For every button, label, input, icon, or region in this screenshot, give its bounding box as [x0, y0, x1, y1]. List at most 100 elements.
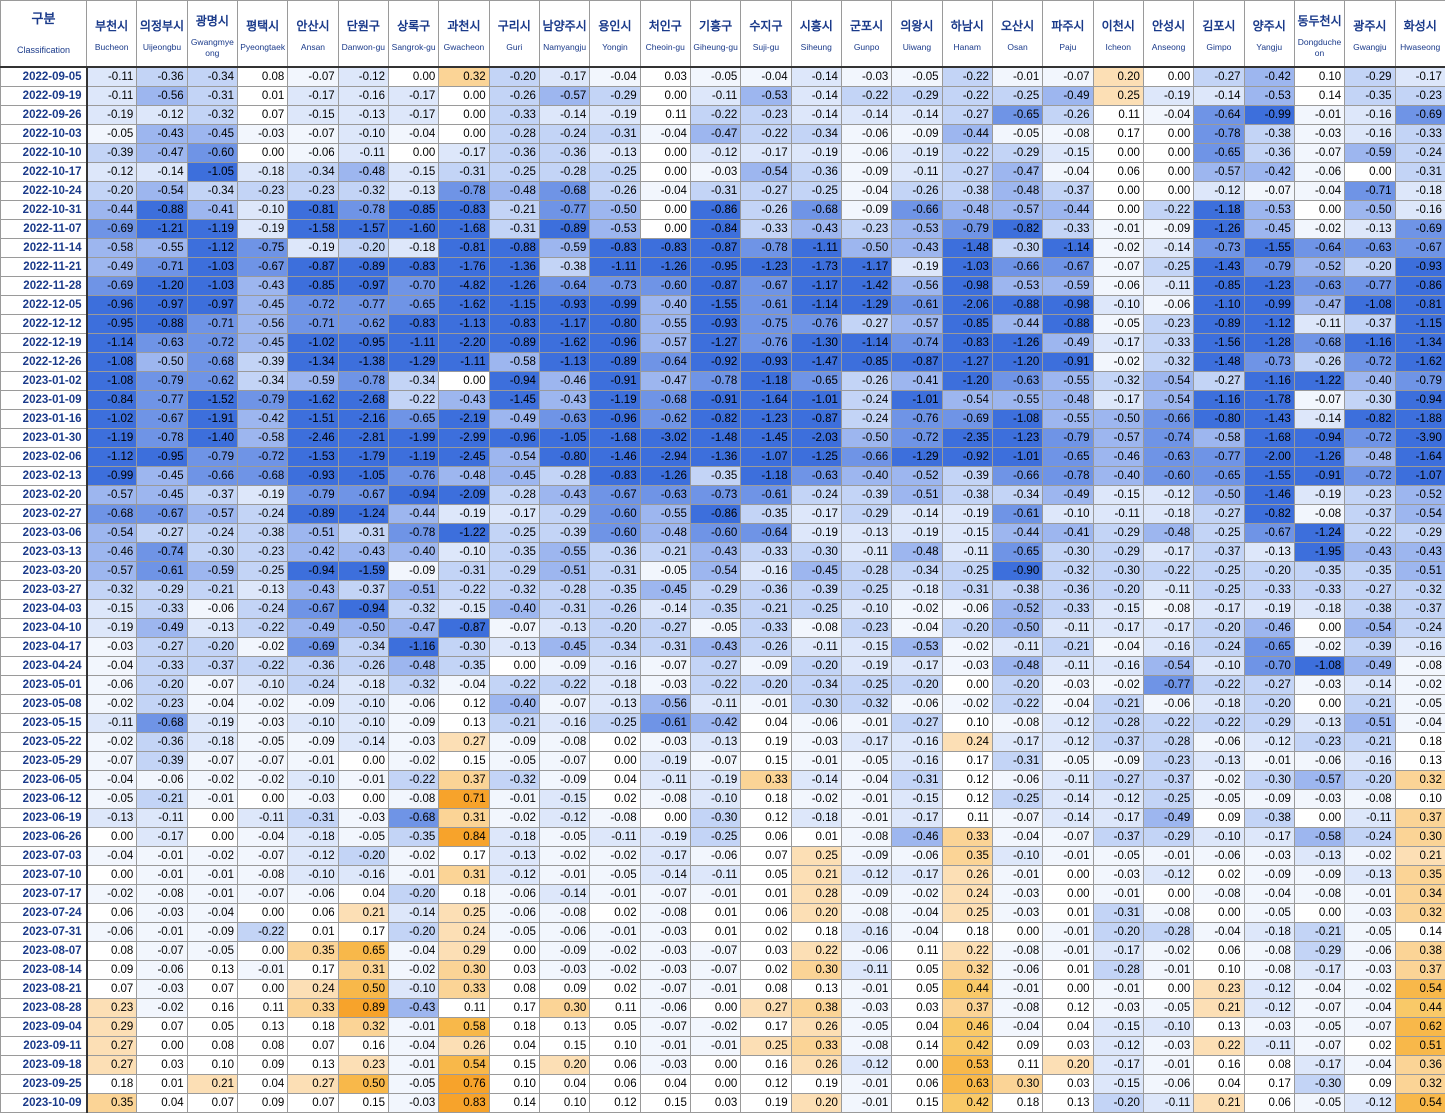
heatmap-cell: -0.83 [387, 257, 440, 277]
heatmap-cell: -0.74 [1142, 428, 1195, 448]
heatmap-cell: -0.01 [1092, 219, 1144, 239]
heatmap-cell: -0.28 [538, 162, 591, 182]
heatmap-cell: -0.07 [236, 884, 289, 904]
heatmap-cell: -0.36 [740, 580, 792, 600]
heatmap-cell: -0.38 [991, 580, 1044, 600]
heatmap-cell: -0.39 [85, 143, 138, 163]
heatmap-cell: -0.58 [85, 238, 138, 258]
heatmap-cell: -0.47 [689, 124, 742, 144]
heatmap-cell: -1.52 [186, 390, 238, 410]
heatmap-cell: -2.46 [287, 428, 339, 448]
heatmap-cell: 0.00 [1042, 884, 1094, 904]
heatmap-cell: -0.29 [1394, 523, 1445, 543]
heatmap-cell: -0.61 [639, 713, 691, 733]
heatmap-cell: 0.17 [438, 846, 490, 866]
heatmap-cell: -0.03 [639, 675, 691, 695]
heatmap-cell: 0.11 [589, 998, 641, 1018]
heatmap-cell: -0.87 [790, 409, 842, 429]
heatmap-cell: -0.11 [840, 960, 893, 980]
heatmap-cell: -0.12 [1344, 1093, 1396, 1113]
heatmap-cell: -0.33 [740, 542, 792, 562]
heatmap-cell: -0.29 [589, 86, 641, 106]
heatmap-cell: -0.25 [991, 789, 1044, 809]
heatmap-cell: -0.12 [85, 162, 138, 182]
heatmap-cell: -0.11 [1042, 618, 1094, 638]
column-label-en: Suji-gu [752, 42, 780, 52]
heatmap-cell: 0.10 [589, 1036, 641, 1056]
heatmap-cell: -2.94 [639, 447, 691, 467]
heatmap-cell: -0.36 [790, 162, 842, 182]
heatmap-cell: -0.14 [538, 105, 591, 125]
heatmap-cell: -0.05 [1344, 922, 1396, 942]
row-date: 2022-10-03 [0, 124, 88, 144]
heatmap-cell: -0.04 [1344, 998, 1396, 1018]
heatmap-cell: -0.54 [488, 447, 540, 467]
heatmap-cell: -0.46 [1092, 447, 1144, 467]
heatmap-cell: 0.00 [991, 922, 1044, 942]
heatmap-cell: -0.16 [337, 865, 389, 885]
heatmap-cell: -0.14 [1042, 808, 1094, 828]
heatmap-cell: 0.20 [1042, 1055, 1094, 1075]
heatmap-cell: -0.66 [186, 466, 238, 486]
heatmap-cell: -0.28 [1142, 922, 1195, 942]
column-label-ko: 처인구 [648, 19, 682, 33]
heatmap-cell: -0.89 [1193, 314, 1245, 334]
heatmap-cell: 0.09 [236, 1055, 289, 1075]
heatmap-cell: -0.96 [85, 295, 138, 315]
heatmap-cell: 0.37 [1394, 808, 1445, 828]
heatmap-cell: -0.10 [287, 713, 339, 733]
heatmap-cell: -0.77 [538, 200, 591, 220]
heatmap-cell: -0.68 [136, 713, 188, 733]
heatmap-cell: -0.41 [186, 200, 238, 220]
heatmap-cell: -0.04 [1293, 181, 1346, 201]
heatmap-cell: 0.00 [1293, 618, 1346, 638]
heatmap-cell: -0.33 [1142, 333, 1195, 353]
heatmap-cell: -0.19 [891, 523, 943, 543]
column-header: 화성시 Hwaseong [1394, 0, 1445, 68]
heatmap-cell: -0.36 [287, 656, 339, 676]
heatmap-cell: 0.01 [790, 827, 842, 847]
heatmap-cell: -1.34 [1394, 333, 1445, 353]
heatmap-cell: -0.06 [1344, 941, 1396, 961]
row-date: 2023-07-03 [0, 846, 88, 866]
heatmap-cell: -0.86 [689, 200, 742, 220]
heatmap-cell: -0.55 [136, 238, 188, 258]
heatmap-cell: -0.34 [337, 637, 389, 657]
heatmap-cell: -0.32 [387, 599, 440, 619]
heatmap-cell: -0.63 [1142, 447, 1195, 467]
heatmap-cell: -0.43 [538, 390, 591, 410]
heatmap-cell: -0.12 [337, 66, 389, 87]
heatmap-cell: -0.08 [1394, 656, 1445, 676]
heatmap-cell: -0.07 [1344, 1017, 1396, 1037]
heatmap-cell: 0.13 [287, 1055, 339, 1075]
heatmap-cell: -1.36 [689, 447, 742, 467]
heatmap-cell: -1.05 [337, 466, 389, 486]
heatmap-cell: -0.36 [136, 66, 188, 87]
column-label-en: Bucheon [94, 42, 129, 52]
heatmap-cell: -0.43 [287, 580, 339, 600]
heatmap-cell: 0.08 [740, 979, 792, 999]
heatmap-cell: -0.09 [387, 561, 440, 581]
heatmap-cell: 0.15 [891, 1093, 943, 1113]
heatmap-cell: -1.08 [85, 371, 138, 391]
heatmap-cell: -0.08 [1142, 599, 1195, 619]
heatmap-cell: -0.03 [639, 960, 691, 980]
heatmap-cell: 0.09 [85, 960, 138, 980]
heatmap-cell: -0.56 [236, 314, 289, 334]
heatmap-cell: -0.03 [538, 960, 591, 980]
heatmap-cell: -0.50 [589, 200, 641, 220]
heatmap-cell: -0.08 [1193, 884, 1245, 904]
heatmap-cell: -1.76 [438, 257, 490, 277]
heatmap-cell: -0.43 [337, 542, 389, 562]
heatmap-cell: 0.32 [1394, 770, 1445, 790]
heatmap-cell: -0.40 [639, 295, 691, 315]
heatmap-cell: -0.95 [85, 314, 138, 334]
heatmap-cell: -1.16 [1193, 390, 1245, 410]
heatmap-cell: -0.01 [639, 1036, 691, 1056]
heatmap-cell: -0.45 [488, 466, 540, 486]
heatmap-cell: -0.60 [186, 143, 238, 163]
heatmap-cell: -0.02 [85, 694, 138, 714]
heatmap-cell: 0.23 [1193, 979, 1245, 999]
heatmap-cell: -0.23 [740, 105, 792, 125]
heatmap-cell: -0.07 [538, 751, 591, 771]
